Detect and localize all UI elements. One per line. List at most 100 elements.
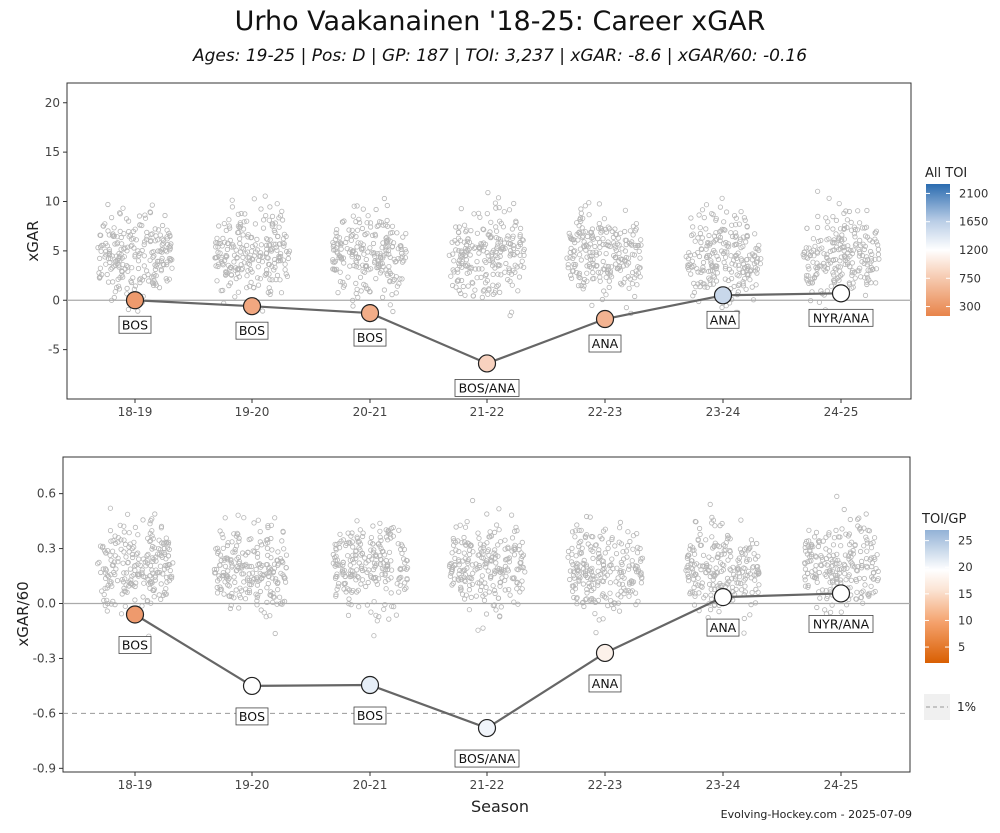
background-point bbox=[750, 564, 756, 570]
background-point bbox=[569, 551, 575, 557]
background-point bbox=[710, 572, 717, 579]
background-point bbox=[363, 263, 370, 270]
background-point bbox=[151, 272, 157, 278]
background-point bbox=[613, 261, 619, 267]
background-point bbox=[826, 195, 832, 201]
background-point bbox=[617, 280, 624, 286]
background-point bbox=[349, 539, 355, 545]
background-point bbox=[744, 271, 750, 277]
background-point bbox=[255, 264, 261, 270]
background-point bbox=[128, 581, 134, 587]
background-point bbox=[584, 586, 590, 593]
background-point bbox=[216, 223, 222, 229]
background-point bbox=[574, 231, 580, 237]
background-point bbox=[866, 590, 872, 596]
background-point bbox=[577, 246, 584, 252]
background-point bbox=[459, 568, 465, 574]
background-point bbox=[692, 518, 698, 525]
background-point bbox=[147, 585, 153, 591]
background-point bbox=[685, 574, 691, 580]
background-point bbox=[691, 289, 698, 296]
background-point bbox=[402, 247, 408, 253]
background-point bbox=[224, 246, 230, 252]
background-point bbox=[684, 555, 691, 561]
background-point bbox=[812, 574, 818, 581]
background-point bbox=[704, 284, 710, 290]
background-point bbox=[243, 251, 249, 257]
background-point bbox=[596, 201, 603, 207]
background-point bbox=[709, 211, 715, 217]
background-point bbox=[603, 263, 609, 269]
background-point bbox=[846, 208, 853, 215]
background-point bbox=[588, 547, 594, 553]
x-tick-label: 20-21 bbox=[353, 405, 388, 419]
background-point bbox=[232, 579, 238, 586]
background-point bbox=[338, 240, 344, 247]
background-point bbox=[589, 587, 595, 594]
background-point bbox=[376, 261, 382, 267]
background-point bbox=[633, 563, 639, 569]
background-point bbox=[372, 233, 379, 239]
background-point bbox=[282, 261, 288, 267]
background-point bbox=[628, 241, 634, 247]
background-point bbox=[281, 243, 287, 249]
background-point bbox=[572, 240, 578, 246]
background-point bbox=[852, 275, 858, 281]
background-point bbox=[254, 554, 261, 560]
background-point bbox=[706, 232, 712, 239]
background-point bbox=[868, 540, 874, 547]
background-point bbox=[121, 254, 127, 260]
background-point bbox=[144, 552, 150, 559]
background-point bbox=[235, 512, 241, 518]
background-point bbox=[152, 511, 158, 517]
background-point bbox=[246, 587, 252, 593]
background-point bbox=[130, 236, 136, 242]
background-point bbox=[597, 225, 604, 231]
background-point bbox=[522, 569, 528, 575]
background-point bbox=[801, 254, 807, 260]
background-point bbox=[521, 246, 527, 252]
background-point bbox=[379, 571, 385, 578]
background-point bbox=[749, 284, 755, 290]
background-point bbox=[462, 572, 469, 578]
background-point bbox=[242, 562, 248, 569]
x-tick-label: 18-19 bbox=[118, 778, 153, 792]
background-point bbox=[615, 592, 621, 598]
background-point bbox=[714, 270, 721, 276]
background-point bbox=[856, 268, 862, 274]
background-point bbox=[588, 582, 595, 588]
background-point bbox=[753, 259, 759, 265]
background-point bbox=[276, 224, 282, 230]
background-point bbox=[496, 205, 502, 211]
background-point bbox=[388, 558, 394, 564]
background-point bbox=[712, 237, 719, 243]
background-point bbox=[612, 543, 618, 549]
background-point bbox=[341, 581, 348, 587]
background-point bbox=[837, 268, 843, 274]
background-point bbox=[583, 562, 589, 568]
background-point bbox=[848, 247, 854, 254]
y-tick-label: -0.6 bbox=[33, 706, 56, 720]
background-point bbox=[125, 268, 131, 274]
background-point bbox=[268, 589, 274, 595]
background-point bbox=[459, 576, 465, 583]
background-point bbox=[817, 246, 823, 252]
background-point bbox=[375, 222, 382, 228]
background-point bbox=[626, 285, 632, 291]
background-point bbox=[456, 229, 462, 236]
background-point bbox=[266, 271, 272, 277]
background-point bbox=[716, 608, 722, 615]
background-point bbox=[402, 580, 408, 586]
background-point bbox=[225, 568, 231, 574]
background-point bbox=[581, 557, 587, 564]
background-point bbox=[214, 590, 221, 596]
background-point bbox=[485, 253, 491, 259]
background-point bbox=[740, 269, 747, 275]
team-label-box bbox=[808, 615, 874, 633]
background-point bbox=[364, 220, 370, 226]
background-point bbox=[509, 282, 515, 288]
background-point bbox=[813, 554, 819, 560]
background-point bbox=[803, 272, 810, 279]
background-point bbox=[151, 556, 157, 562]
background-point bbox=[873, 280, 879, 286]
